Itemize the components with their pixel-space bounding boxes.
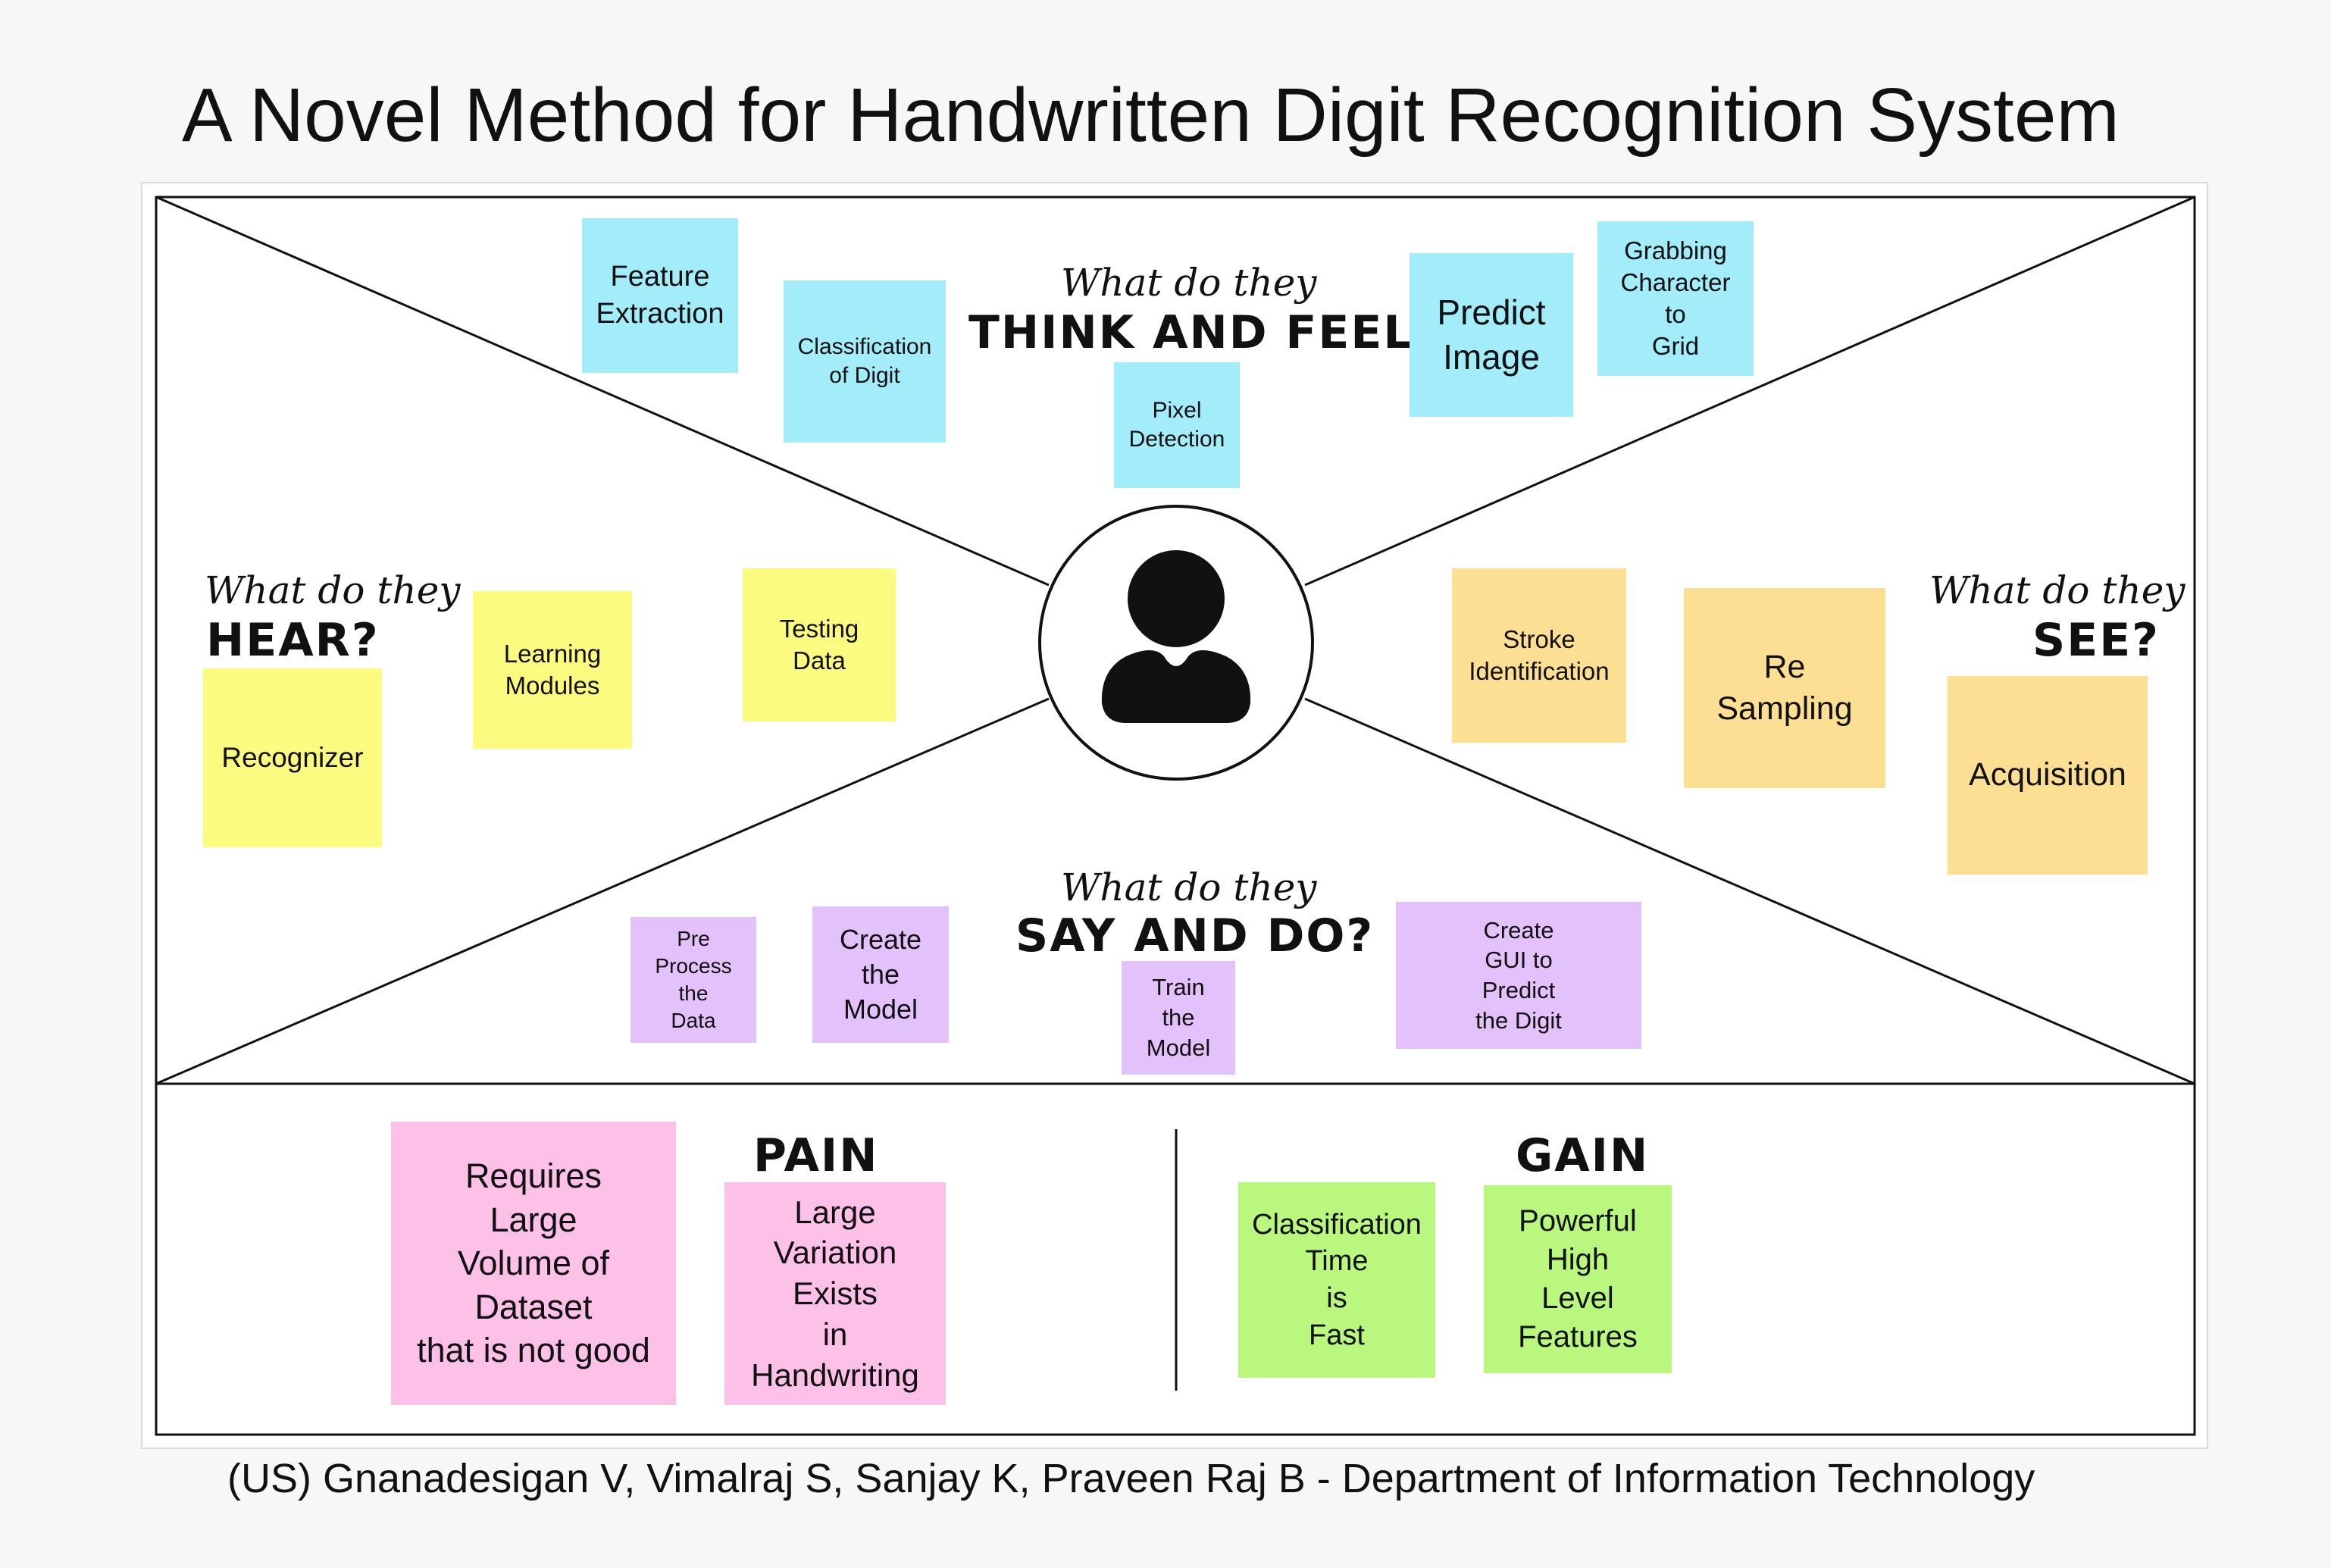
hear-heading: HEAR? xyxy=(206,614,380,667)
sticky-note-text: Testing Data xyxy=(779,614,859,674)
sticky-note-re-sampling[interactable]: Re Sampling xyxy=(1684,588,1885,788)
diagonal-bottom-left xyxy=(155,697,1050,1085)
sticky-note-grabbing-character[interactable]: Grabbing Character to Grid xyxy=(1597,221,1754,376)
user-avatar-icon xyxy=(1101,550,1251,723)
sticky-note-text: Train the Model xyxy=(1146,974,1211,1061)
say-prompt: What do they xyxy=(1061,865,1317,909)
sticky-note-text: Acquisition xyxy=(1969,756,2126,793)
sticky-note-text: Large Variation Exists in Handwriting xyxy=(751,1194,919,1393)
sticky-note-text: Create the Model xyxy=(839,923,922,1025)
map-frame xyxy=(155,196,2196,1436)
see-prompt: What do they xyxy=(1929,568,2186,612)
think-heading: THINK AND FEEL? xyxy=(968,306,1442,359)
sticky-note-gain-features[interactable]: Powerful High Level Features xyxy=(1484,1185,1672,1373)
sticky-note-pixel-detection[interactable]: Pixel Detection xyxy=(1114,362,1240,488)
diagonal-bottom-right xyxy=(1304,697,2195,1085)
see-heading: SEE? xyxy=(2032,614,2160,667)
sticky-note-feature-extraction[interactable]: Feature Extraction xyxy=(582,218,738,373)
hear-prompt: What do they xyxy=(205,568,461,612)
sticky-note-create-model[interactable]: Create the Model xyxy=(812,906,949,1043)
say-heading: SAY AND DO? xyxy=(1015,909,1375,962)
sticky-note-pain-variation[interactable]: Large Variation Exists in Handwriting xyxy=(724,1182,946,1405)
sticky-note-text: Pre Process the Data xyxy=(655,927,732,1032)
sticky-note-text: Requires Large Volume of Dataset that is… xyxy=(417,1156,650,1370)
sticky-note-text: Powerful High Level Features xyxy=(1518,1203,1638,1354)
sticky-note-pre-process[interactable]: Pre Process the Data xyxy=(630,917,756,1043)
sticky-note-train-model[interactable]: Train the Model xyxy=(1122,961,1235,1075)
persona-circle xyxy=(1038,505,1314,781)
sticky-note-pain-dataset[interactable]: Requires Large Volume of Dataset that is… xyxy=(391,1122,676,1405)
sticky-note-recognizer[interactable]: Recognizer xyxy=(203,668,382,847)
diagonal-top-left xyxy=(155,196,1050,587)
sticky-note-create-gui[interactable]: Create GUI to Predict the Digit xyxy=(1396,902,1641,1049)
sticky-note-text: Create GUI to Predict the Digit xyxy=(1475,916,1562,1034)
page-title: A Novel Method for Handwritten Digit Rec… xyxy=(182,73,2120,158)
sticky-note-classification-of-digit[interactable]: Classification of Digit xyxy=(784,280,946,443)
sticky-note-learning-modules[interactable]: Learning Modules xyxy=(473,591,632,749)
sticky-note-text: Stroke Identification xyxy=(1469,624,1610,685)
gain-heading: GAIN xyxy=(1516,1129,1650,1182)
sticky-note-text: Classification Time is Fast xyxy=(1252,1208,1422,1351)
think-prompt: What do they xyxy=(1061,261,1317,305)
sticky-note-text: Predict Image xyxy=(1437,293,1546,377)
sticky-note-text: Learning Modules xyxy=(503,639,602,699)
sticky-note-predict-image[interactable]: Predict Image xyxy=(1410,253,1573,417)
pain-heading: PAIN xyxy=(753,1129,879,1182)
sticky-note-text: Grabbing Character to Grid xyxy=(1620,236,1731,361)
sticky-note-text: Feature Extraction xyxy=(596,261,724,330)
sticky-note-stroke-identification[interactable]: Stroke Identification xyxy=(1452,568,1626,743)
sticky-note-text: Classification of Digit xyxy=(797,333,932,388)
sticky-note-text: Recognizer xyxy=(221,742,364,774)
sticky-note-text: Re Sampling xyxy=(1716,648,1853,727)
diagonal-top-right xyxy=(1304,196,2195,587)
authors-footer: (US) Gnanadesigan V, Vimalraj S, Sanjay … xyxy=(227,1456,2035,1501)
sticky-note-text: Pixel Detection xyxy=(1128,397,1225,452)
sticky-note-gain-time[interactable]: Classification Time is Fast xyxy=(1238,1182,1435,1378)
sticky-note-testing-data[interactable]: Testing Data xyxy=(743,568,896,721)
sticky-note-acquisition[interactable]: Acquisition xyxy=(1948,676,2148,875)
